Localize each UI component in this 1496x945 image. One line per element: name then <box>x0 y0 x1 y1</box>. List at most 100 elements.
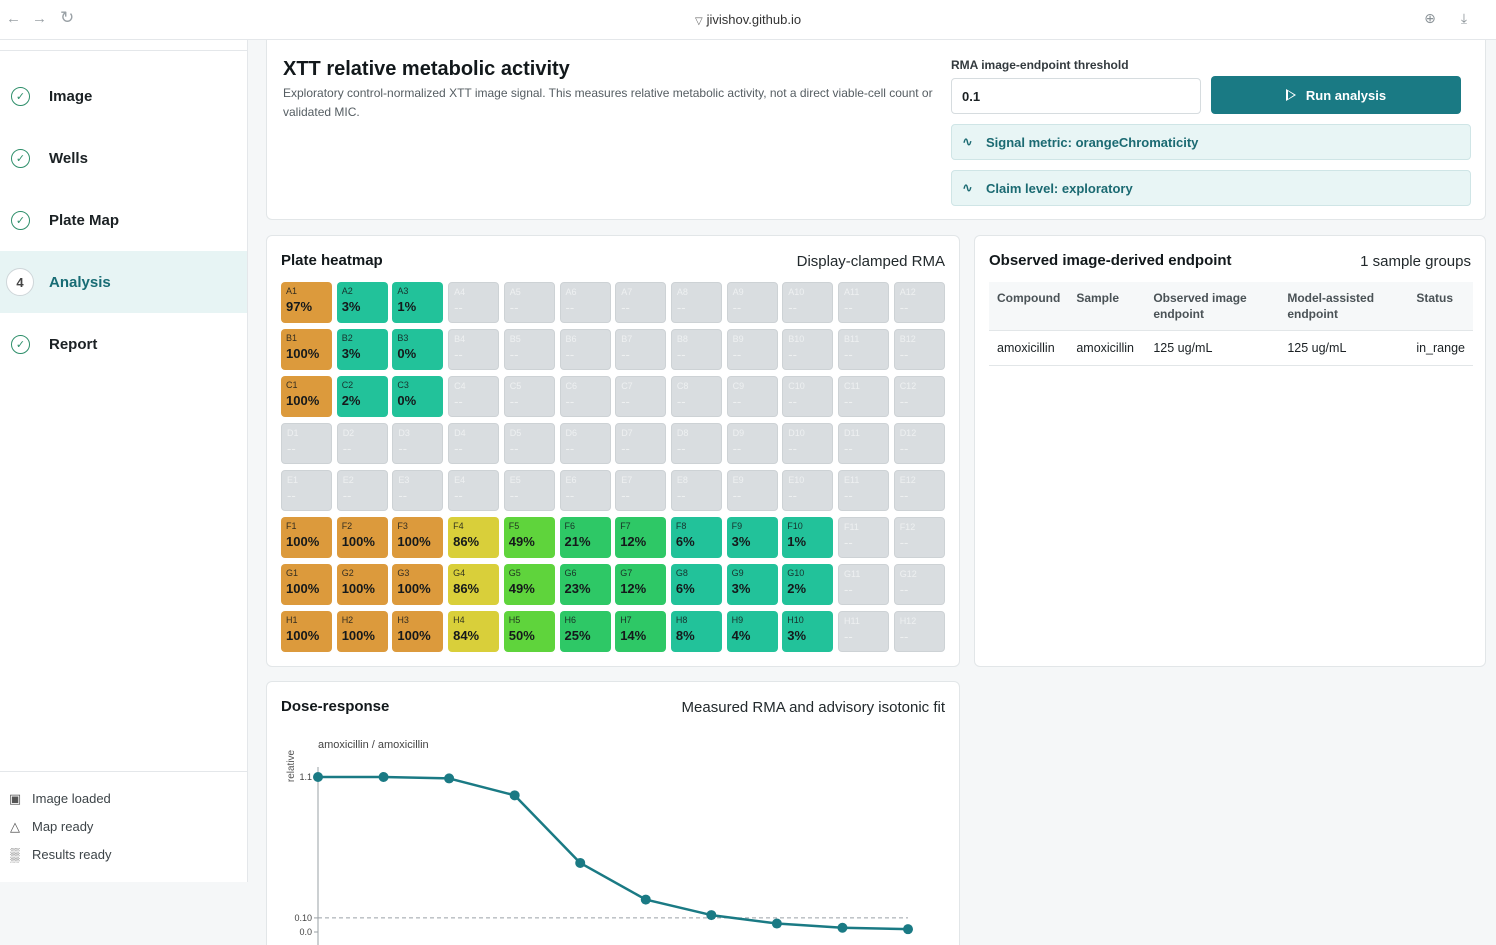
well-H12[interactable]: H12 -- <box>893 611 945 652</box>
well-H3[interactable]: H3 100% <box>392 611 444 652</box>
well-E7[interactable]: E7 -- <box>615 470 667 511</box>
well-C10[interactable]: C10 -- <box>782 376 834 417</box>
well-A11[interactable]: A11 -- <box>838 282 889 323</box>
well-C5[interactable]: C5 -- <box>503 376 555 417</box>
well-A4[interactable]: A4 -- <box>448 282 500 323</box>
well-D2[interactable]: D2 -- <box>336 423 388 464</box>
well-B6[interactable]: B6 -- <box>559 329 611 370</box>
well-E2[interactable]: E2 -- <box>336 470 388 511</box>
well-D8[interactable]: D8 -- <box>670 423 722 464</box>
well-E4[interactable]: E4 -- <box>448 470 500 511</box>
well-H2[interactable]: H2 100% <box>336 611 388 652</box>
well-F8[interactable]: F8 6% <box>670 517 722 558</box>
well-E6[interactable]: E6 -- <box>559 470 611 511</box>
well-F2[interactable]: F2 100% <box>336 517 388 558</box>
well-F9[interactable]: F9 3% <box>726 517 778 558</box>
well-E10[interactable]: E10 -- <box>782 470 834 511</box>
well-G11[interactable]: G11 -- <box>838 564 889 605</box>
well-F11[interactable]: F11 -- <box>838 517 889 558</box>
well-H4[interactable]: H4 84% <box>448 611 500 652</box>
well-D6[interactable]: D6 -- <box>559 423 611 464</box>
well-F7[interactable]: F7 12% <box>615 517 667 558</box>
well-B2[interactable]: B2 3% <box>336 329 388 370</box>
well-C7[interactable]: C7 -- <box>615 376 667 417</box>
well-D11[interactable]: D11 -- <box>838 423 889 464</box>
well-A5[interactable]: A5 -- <box>503 282 555 323</box>
well-A3[interactable]: A3 1% <box>392 282 444 323</box>
well-G4[interactable]: G4 86% <box>448 564 500 605</box>
well-H10[interactable]: H10 3% <box>782 611 834 652</box>
well-F12[interactable]: F12 -- <box>893 517 945 558</box>
well-B8[interactable]: B8 -- <box>670 329 722 370</box>
well-F10[interactable]: F10 1% <box>782 517 834 558</box>
well-E9[interactable]: E9 -- <box>726 470 778 511</box>
well-F6[interactable]: F6 21% <box>559 517 611 558</box>
well-D3[interactable]: D3 -- <box>392 423 444 464</box>
step-plate-map[interactable]: ✓ Plate Map <box>0 189 247 251</box>
back-icon[interactable]: ← <box>6 10 21 27</box>
well-B1[interactable]: B1 100% <box>281 329 332 370</box>
well-D1[interactable]: D1 -- <box>281 423 332 464</box>
well-B10[interactable]: B10 -- <box>782 329 834 370</box>
well-C4[interactable]: C4 -- <box>448 376 500 417</box>
well-H8[interactable]: H8 8% <box>670 611 722 652</box>
well-F4[interactable]: F4 86% <box>448 517 500 558</box>
well-C3[interactable]: C3 0% <box>392 376 444 417</box>
well-D9[interactable]: D9 -- <box>726 423 778 464</box>
well-D12[interactable]: D12 -- <box>893 423 945 464</box>
well-H11[interactable]: H11 -- <box>838 611 889 652</box>
well-A12[interactable]: A12 -- <box>893 282 945 323</box>
run-analysis-button[interactable]: Run analysis <box>1211 76 1461 114</box>
well-C6[interactable]: C6 -- <box>559 376 611 417</box>
well-F5[interactable]: F5 49% <box>503 517 555 558</box>
well-G10[interactable]: G10 2% <box>782 564 834 605</box>
well-A6[interactable]: A6 -- <box>559 282 611 323</box>
well-C12[interactable]: C12 -- <box>893 376 945 417</box>
reload-icon[interactable]: ↻ <box>60 8 75 27</box>
well-G1[interactable]: G1 100% <box>281 564 332 605</box>
well-B5[interactable]: B5 -- <box>503 329 555 370</box>
well-C9[interactable]: C9 -- <box>726 376 778 417</box>
well-D5[interactable]: D5 -- <box>503 423 555 464</box>
well-C1[interactable]: C1 100% <box>281 376 332 417</box>
well-H6[interactable]: H6 25% <box>559 611 611 652</box>
well-B3[interactable]: B3 0% <box>392 329 444 370</box>
step-image[interactable]: ✓ Image <box>0 65 247 127</box>
download-icon[interactable]: ⤓ <box>1460 10 1468 26</box>
well-A7[interactable]: A7 -- <box>615 282 667 323</box>
well-D10[interactable]: D10 -- <box>782 423 834 464</box>
well-A2[interactable]: A2 3% <box>336 282 388 323</box>
well-G8[interactable]: G8 6% <box>670 564 722 605</box>
step-wells[interactable]: ✓ Wells <box>0 127 247 189</box>
well-G6[interactable]: G6 23% <box>559 564 611 605</box>
well-B7[interactable]: B7 -- <box>615 329 667 370</box>
well-F1[interactable]: F1 100% <box>281 517 332 558</box>
well-B12[interactable]: B12 -- <box>893 329 945 370</box>
well-E8[interactable]: E8 -- <box>670 470 722 511</box>
well-B9[interactable]: B9 -- <box>726 329 778 370</box>
threshold-input[interactable] <box>951 78 1201 114</box>
well-G9[interactable]: G9 3% <box>726 564 778 605</box>
well-H5[interactable]: H5 50% <box>503 611 555 652</box>
well-E12[interactable]: E12 -- <box>893 470 945 511</box>
well-D7[interactable]: D7 -- <box>615 423 667 464</box>
well-E5[interactable]: E5 -- <box>503 470 555 511</box>
well-B11[interactable]: B11 -- <box>838 329 889 370</box>
step-report[interactable]: ✓ Report <box>0 313 247 375</box>
well-H9[interactable]: H9 4% <box>726 611 778 652</box>
well-C11[interactable]: C11 -- <box>838 376 889 417</box>
well-F3[interactable]: F3 100% <box>392 517 444 558</box>
well-A10[interactable]: A10 -- <box>782 282 834 323</box>
well-H1[interactable]: H1 100% <box>281 611 332 652</box>
well-E3[interactable]: E3 -- <box>392 470 444 511</box>
well-H7[interactable]: H7 14% <box>615 611 667 652</box>
install-app-icon[interactable]: ⊕ <box>1424 10 1436 26</box>
well-G5[interactable]: G5 49% <box>503 564 555 605</box>
well-G3[interactable]: G3 100% <box>392 564 444 605</box>
well-E1[interactable]: E1 -- <box>281 470 332 511</box>
forward-icon[interactable]: → <box>32 10 47 27</box>
well-C2[interactable]: C2 2% <box>336 376 388 417</box>
address-bar[interactable]: ▽ jivishov.github.io <box>0 12 1496 27</box>
well-A8[interactable]: A8 -- <box>670 282 722 323</box>
well-D4[interactable]: D4 -- <box>448 423 500 464</box>
